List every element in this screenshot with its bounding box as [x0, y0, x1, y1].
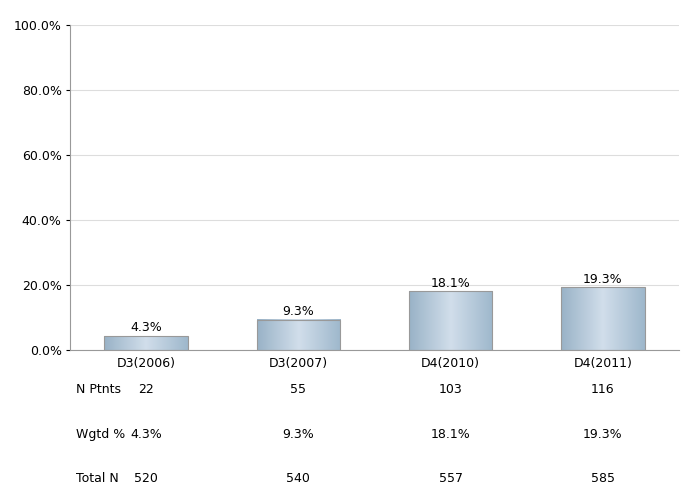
Text: 116: 116 [591, 383, 615, 396]
Text: 540: 540 [286, 472, 310, 486]
Bar [256, 320, 340, 350]
Text: 18.1%: 18.1% [430, 428, 470, 441]
Text: 55: 55 [290, 383, 307, 396]
Bar [561, 288, 645, 350]
Text: 22: 22 [139, 383, 154, 396]
Bar [409, 291, 493, 350]
Text: 19.3%: 19.3% [583, 428, 623, 441]
Text: 585: 585 [591, 472, 615, 486]
Text: 18.1%: 18.1% [430, 276, 470, 289]
Text: 9.3%: 9.3% [283, 305, 314, 318]
Text: 4.3%: 4.3% [130, 322, 162, 334]
Text: Wgtd %: Wgtd % [76, 428, 125, 441]
Text: N Ptnts: N Ptnts [76, 383, 121, 396]
Text: 4.3%: 4.3% [130, 428, 162, 441]
Text: 103: 103 [439, 383, 463, 396]
Text: 520: 520 [134, 472, 158, 486]
Text: Total N: Total N [76, 472, 119, 486]
Text: 19.3%: 19.3% [583, 272, 623, 285]
Bar [104, 336, 188, 350]
Text: 9.3%: 9.3% [283, 428, 314, 441]
Text: 557: 557 [439, 472, 463, 486]
